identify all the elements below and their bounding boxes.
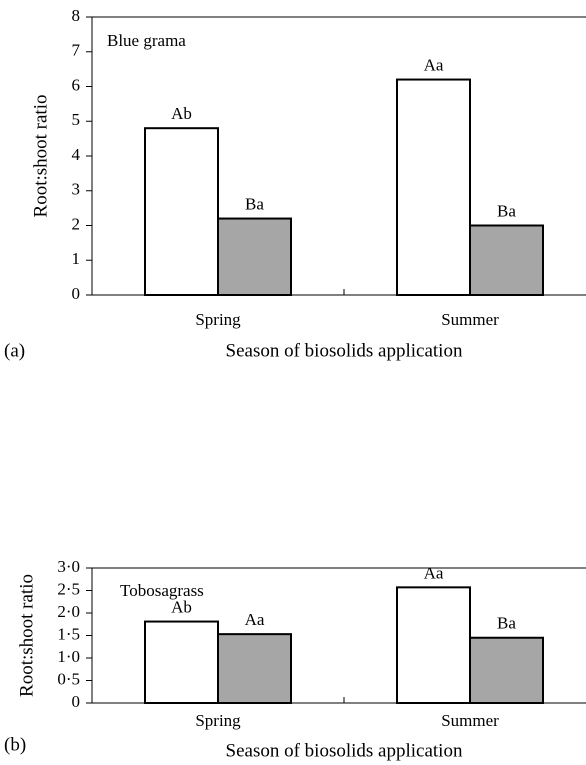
x-axis-label: Season of biosolids application xyxy=(226,340,463,361)
y-tick-label: 6 xyxy=(72,75,81,94)
bar xyxy=(144,620,219,704)
bar-letter: Aa xyxy=(424,55,444,74)
y-tick-label: 5 xyxy=(72,110,81,129)
y-tick-label: 2·0 xyxy=(57,602,80,621)
bar xyxy=(396,78,471,296)
y-tick-label: 2·5 xyxy=(57,579,80,598)
y-axis-label: Root:shoot ratio xyxy=(30,95,51,218)
bar xyxy=(469,224,544,296)
bar xyxy=(217,217,292,296)
y-tick-label: 2 xyxy=(72,214,81,233)
bar-letter: Ba xyxy=(497,614,516,633)
y-tick-label: 3·0 xyxy=(57,557,80,576)
y-tick-label: 0·5 xyxy=(57,669,80,688)
y-tick-label: 1 xyxy=(72,249,81,268)
bar-letter: Ab xyxy=(171,597,192,616)
y-tick-label: 4 xyxy=(72,145,81,164)
y-axis-label: Root:shoot ratio xyxy=(16,574,37,697)
panel-annotation: Tobosagrass xyxy=(120,581,204,600)
panel-label: (a) xyxy=(4,340,25,361)
y-tick-label: 1·0 xyxy=(57,647,80,666)
bar-letter: Aa xyxy=(424,563,444,582)
bar xyxy=(217,633,292,705)
y-tick-label: 0 xyxy=(72,284,81,303)
panel-label: (b) xyxy=(4,734,26,755)
y-tick-label: 0 xyxy=(72,692,81,711)
y-tick-label: 8 xyxy=(72,6,81,25)
y-tick-label: 1·5 xyxy=(57,624,80,643)
x-axis-label: Season of biosolids application xyxy=(226,740,463,761)
bar xyxy=(144,127,219,296)
bar xyxy=(396,586,471,704)
bar xyxy=(469,636,544,704)
y-tick-label: 3 xyxy=(72,180,81,199)
x-tick-label: Summer xyxy=(441,711,499,730)
x-tick-label: Spring xyxy=(195,711,241,730)
bar-letter: Ab xyxy=(171,104,192,123)
panel-annotation: Blue grama xyxy=(107,31,186,50)
bar-letter: Ba xyxy=(497,201,516,220)
bar-letter: Ba xyxy=(245,194,264,213)
y-tick-label: 7 xyxy=(72,41,81,60)
x-tick-label: Summer xyxy=(441,310,499,329)
x-tick-label: Spring xyxy=(195,310,241,329)
bar-letter: Aa xyxy=(245,610,265,629)
